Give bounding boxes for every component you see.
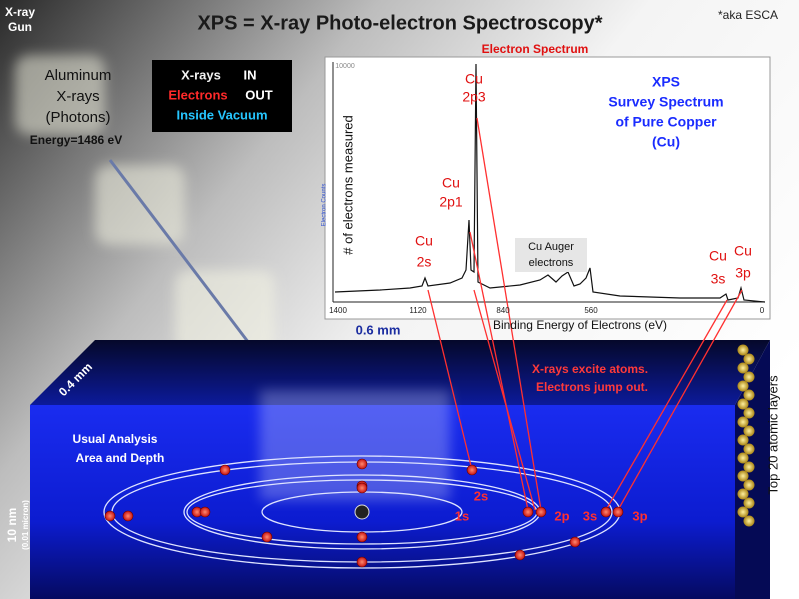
auger-label: Cu Auger xyxy=(528,241,574,253)
peak-label: Cu xyxy=(415,233,433,249)
electron xyxy=(569,536,581,548)
peak-label: Cu xyxy=(442,175,460,191)
atom-layer-bead xyxy=(737,470,749,482)
auger-label: electrons xyxy=(529,257,574,269)
legend-box xyxy=(152,60,292,132)
atom-layer-bead xyxy=(743,425,755,437)
spectrum-curve xyxy=(334,63,766,303)
electron xyxy=(522,506,534,518)
legend-out: OUT xyxy=(245,87,273,102)
peak-label: Cu xyxy=(709,248,727,264)
atom-layer-bead xyxy=(737,362,749,374)
electron xyxy=(199,506,211,518)
corner-label: Gun xyxy=(8,20,32,34)
legend-in: IN xyxy=(244,67,257,82)
peak-label: 2p3 xyxy=(462,89,486,105)
electron xyxy=(122,510,134,522)
atom-layer-bead xyxy=(737,398,749,410)
atom-layer-bead xyxy=(743,407,755,419)
slab-top xyxy=(30,340,770,405)
atom-layer-bead xyxy=(743,443,755,455)
atom-layer-bead xyxy=(743,353,755,365)
electron xyxy=(356,556,368,568)
emission-lines xyxy=(427,117,743,511)
atom-layer-bead xyxy=(737,344,749,356)
area-label: Usual Analysis xyxy=(73,432,158,446)
corner-label: X-ray xyxy=(5,5,35,19)
note-label: Electrons jump out. xyxy=(536,380,648,394)
spectrum-title: Electron Spectrum xyxy=(482,42,589,56)
area-label: Area and Depth xyxy=(76,451,165,465)
auger-box xyxy=(515,238,587,272)
electron xyxy=(612,506,624,518)
x-tick-label: 840 xyxy=(496,306,510,315)
electron xyxy=(356,482,368,494)
x-tick-label: 0 xyxy=(760,306,765,315)
electron xyxy=(219,464,231,476)
thickness-alt-label: (0.01 micron) xyxy=(21,500,30,550)
spectrum-caption: of Pure Copper xyxy=(615,114,717,130)
spectrum-caption: (Cu) xyxy=(652,134,680,150)
peak-label: 3p xyxy=(735,265,751,281)
legend-vacuum: Inside Vacuum xyxy=(176,107,267,122)
width-label: 0.6 mm xyxy=(356,322,401,337)
electron xyxy=(535,506,547,518)
electron xyxy=(466,464,478,476)
thickness-label: 10 nm xyxy=(5,508,19,543)
nucleus xyxy=(354,504,370,520)
energy-label: Energy=1486 eV xyxy=(30,133,122,147)
electron xyxy=(104,510,116,522)
source-label: (Photons) xyxy=(45,109,110,126)
spectrum-y-label: # of electrons measured xyxy=(340,115,355,254)
atom-layer-bead xyxy=(743,371,755,383)
shell-label: 3s xyxy=(583,508,597,523)
legend-xrays: X-rays xyxy=(181,67,221,82)
layers-label: Top 20 atomic layers xyxy=(765,375,780,495)
atom-layer-bead xyxy=(743,515,755,527)
shell-label: 1s xyxy=(455,508,469,523)
x-tick-label: 560 xyxy=(584,306,598,315)
shell-label: 3p xyxy=(632,508,647,523)
peak-label: 2s xyxy=(417,254,432,270)
beam-arrow xyxy=(108,159,260,356)
x-tick-label: 1120 xyxy=(409,306,427,315)
spectrum-caption: XPS xyxy=(652,74,680,90)
atom-layer-bead xyxy=(743,479,755,491)
legend-electrons: Electrons xyxy=(168,87,227,102)
footnote: *aka ESCA xyxy=(718,8,778,22)
peak-label: 2p1 xyxy=(439,194,463,210)
title: XPS = X-ray Photo-electron Spectroscopy* xyxy=(197,12,602,34)
atom-layer-bead xyxy=(737,434,749,446)
source-label: Aluminum xyxy=(45,67,112,84)
atom-layer-bead xyxy=(743,461,755,473)
x-tick-label: 1400 xyxy=(329,306,347,315)
atom-layer-bead xyxy=(737,506,749,518)
spectrum-y-small: Electron Counts xyxy=(322,184,328,227)
spectrum-y-top: 10000 xyxy=(335,63,355,70)
x-axis-label: Binding Energy of Electrons (eV) xyxy=(493,318,667,332)
electron xyxy=(514,549,526,561)
peak-label: 3s xyxy=(711,271,726,287)
electron xyxy=(261,531,273,543)
atom-layer-bead xyxy=(743,497,755,509)
shell-label: 2s xyxy=(474,488,488,503)
spectrum-caption: Survey Spectrum xyxy=(608,94,723,110)
electron xyxy=(356,458,368,470)
atom-layer-bead xyxy=(743,389,755,401)
source-label: X-rays xyxy=(56,88,99,105)
shell-label: 2p xyxy=(554,508,569,523)
electron xyxy=(600,506,612,518)
atom-layer-bead xyxy=(737,488,749,500)
electron xyxy=(356,531,368,543)
note-label: X-rays excite atoms. xyxy=(532,362,648,376)
peak-label: Cu xyxy=(734,243,752,259)
atom-layer-bead xyxy=(737,416,749,428)
atom-layer-bead xyxy=(737,452,749,464)
atom-layer-bead xyxy=(737,380,749,392)
peak-label: Cu xyxy=(465,71,483,87)
